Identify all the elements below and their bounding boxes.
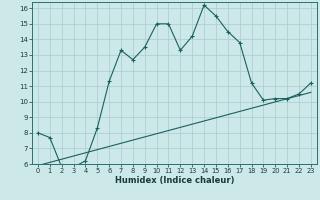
X-axis label: Humidex (Indice chaleur): Humidex (Indice chaleur) (115, 176, 234, 185)
